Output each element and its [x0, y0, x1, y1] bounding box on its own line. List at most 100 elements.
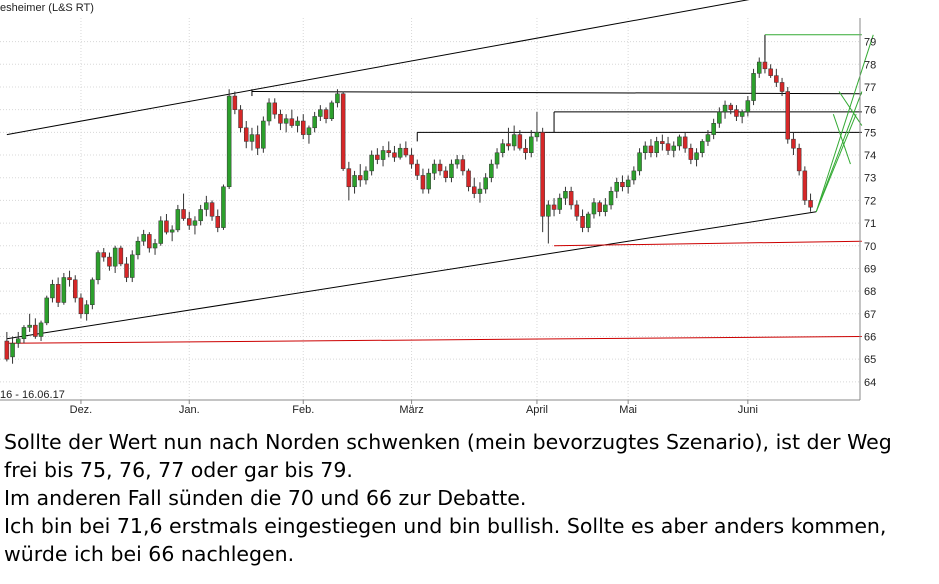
price-tick-label: 65 — [864, 354, 876, 366]
candle-down — [238, 109, 243, 129]
commentary-line: Ich bin bei 71,6 erstmals eingestiegen u… — [4, 514, 887, 538]
chart-overlays — [764, 34, 874, 212]
candle-down — [460, 159, 466, 172]
candle-down — [255, 134, 260, 149]
candle-up — [380, 150, 386, 160]
candle-up — [44, 297, 49, 324]
candle-down — [774, 75, 779, 83]
candle-down — [437, 163, 443, 172]
candle-down — [568, 191, 574, 206]
candle-down — [403, 147, 409, 156]
candle-up — [50, 284, 55, 299]
resistance-77-line — [251, 91, 862, 95]
candle-up — [591, 202, 597, 215]
price-tick-label: 77 — [864, 82, 876, 94]
candle-up — [637, 152, 642, 172]
candle-down — [181, 209, 186, 219]
candle-up — [169, 229, 175, 233]
time-tick-label: Mai — [619, 404, 637, 416]
price-tick-label: 73 — [864, 173, 876, 185]
time-tick-label: Dez. — [70, 404, 93, 416]
time-tick-label: Juni — [738, 404, 758, 416]
candle-down — [728, 104, 733, 110]
channel-upper-line — [6, 0, 750, 136]
candle-down — [682, 136, 688, 149]
candle-up — [306, 127, 312, 135]
commentary-line: würde ich bei 66 nachlegen. — [4, 542, 295, 566]
candle-down — [346, 168, 352, 188]
candle-up — [494, 152, 500, 165]
channel-lower-line — [6, 211, 817, 340]
projection-line — [815, 91, 863, 212]
candle-up — [717, 111, 722, 124]
candle-down — [660, 141, 665, 144]
candle-up — [397, 147, 403, 158]
candle-up — [226, 95, 232, 188]
price-tick-label: 67 — [864, 309, 876, 321]
candle-down — [147, 234, 152, 249]
price-tick-label: 76 — [864, 105, 876, 117]
candle-up — [603, 204, 608, 212]
candle-up — [677, 136, 682, 147]
candle-down — [33, 324, 38, 337]
candle-up — [266, 102, 272, 122]
candlestick-chart: 64 65 66 67 68 69 70 71 72 73 74 75 76 77 78 79 Dez. Jan… — [0, 0, 876, 416]
candle-up — [534, 132, 540, 138]
candle-up — [158, 220, 163, 244]
candle-up — [90, 279, 95, 305]
candle-down — [551, 204, 557, 210]
candle-up — [454, 159, 460, 165]
candle-down — [808, 200, 813, 208]
candle-down — [301, 120, 306, 135]
candle-down — [415, 163, 420, 176]
candle-up — [112, 247, 118, 267]
commentary-line: Sollte der Wert nun nach Norden schwenke… — [4, 430, 892, 454]
candle-up — [722, 104, 728, 113]
chart-candles — [4, 57, 813, 364]
candle-up — [426, 172, 431, 190]
commentary-line: frei bis 75, 76, 77 oder gar bis 79. — [4, 458, 353, 482]
candle-up — [16, 338, 21, 344]
price-tick-label: 69 — [864, 263, 876, 275]
candle-up — [363, 170, 369, 181]
chart-trend-lines — [6, 0, 862, 344]
candle-down — [517, 134, 523, 149]
candle-up — [130, 254, 135, 278]
candle-down — [209, 202, 215, 217]
candle-down — [540, 132, 545, 217]
candle-up — [249, 134, 255, 142]
candle-down — [386, 150, 391, 154]
candle-down — [101, 252, 106, 258]
price-tick-label: 64 — [864, 377, 876, 389]
commentary-line: Im anderen Fall sünden die 70 und 66 zur… — [4, 486, 527, 510]
candle-down — [78, 297, 84, 315]
candle-up — [643, 145, 648, 154]
candle-down — [762, 61, 768, 70]
commentary-text: Sollte der Wert nun nach Norden schwenke… — [4, 428, 936, 568]
candle-up — [511, 134, 517, 147]
candle-down — [768, 68, 773, 76]
candle-down — [688, 147, 694, 160]
candle-down — [791, 138, 796, 149]
candle-up — [563, 191, 568, 199]
candle-down — [506, 143, 511, 147]
candle-down — [244, 127, 249, 142]
candle-down — [73, 279, 78, 299]
candle-up — [700, 141, 705, 154]
candle-up — [557, 197, 562, 210]
candle-down — [648, 145, 654, 154]
candle-up — [751, 73, 756, 101]
projection-line — [815, 34, 874, 212]
projection-line — [838, 91, 863, 126]
projection-line — [832, 114, 851, 165]
candle-up — [631, 170, 637, 181]
candle-down — [802, 170, 808, 201]
candle-up — [10, 343, 15, 358]
candle-down — [796, 147, 802, 172]
candle-up — [694, 152, 699, 160]
candle-up — [586, 213, 591, 228]
candle-down — [164, 220, 169, 233]
candle-down — [4, 340, 10, 360]
candle-up — [757, 61, 762, 74]
candle-down — [323, 109, 329, 119]
